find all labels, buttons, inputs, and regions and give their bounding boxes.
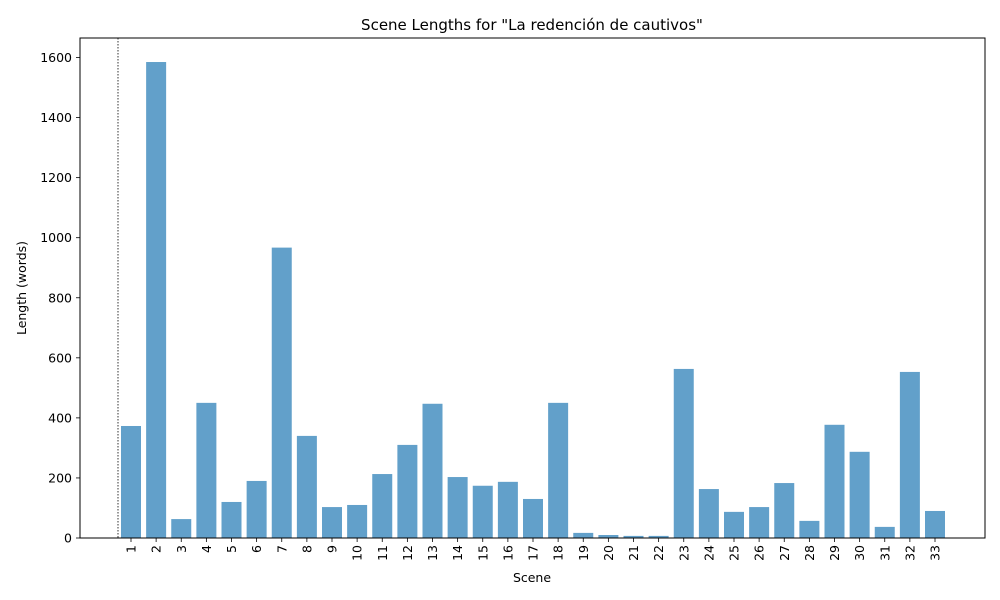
bars-group [121, 62, 945, 539]
x-tick-label: 25 [727, 545, 742, 561]
x-tick-label: 26 [752, 545, 767, 561]
bar-scene-26 [749, 507, 770, 538]
bar-scene-9 [322, 507, 342, 538]
x-tick-label: 20 [601, 545, 616, 561]
x-tick-label: 6 [249, 545, 264, 553]
bar-scene-1 [121, 425, 141, 538]
plot-frame [79, 37, 986, 539]
x-tick-label: 10 [350, 545, 365, 561]
x-tick-label: 7 [274, 545, 289, 553]
bar-scene-11 [372, 474, 393, 538]
x-tick-label: 14 [450, 545, 465, 561]
bar-scene-28 [799, 520, 820, 538]
bar-scene-29 [824, 424, 845, 538]
bar-scene-31 [874, 526, 895, 538]
bar-scene-7 [271, 247, 292, 539]
bar-scene-32 [899, 371, 920, 538]
y-tick-label: 0 [64, 531, 72, 546]
bar-scene-6 [246, 480, 267, 538]
bar-scene-33 [925, 510, 945, 538]
y-tick-label: 800 [48, 290, 72, 305]
bar-scene-19 [573, 532, 594, 538]
x-axis-label: Scene [513, 570, 551, 585]
y-tick-label: 1600 [40, 50, 72, 65]
bar-scene-24 [698, 489, 719, 538]
x-tick-label: 17 [526, 545, 541, 561]
x-tick-label: 18 [551, 545, 566, 561]
bar-scene-8 [296, 435, 317, 538]
bar-scene-13 [422, 403, 443, 538]
y-ticks-group: 0 200 400 600 800 1000 1200 1400 1600 [40, 50, 80, 546]
x-tick-label: 24 [701, 545, 716, 561]
bar-scene-17 [523, 498, 543, 538]
x-tick-label: 19 [576, 545, 591, 561]
bar-scene-25 [724, 511, 744, 538]
x-tick-label: 1 [124, 545, 139, 553]
x-tick-label: 13 [425, 545, 440, 561]
x-tick-label: 29 [827, 545, 842, 561]
bar-scene-15 [472, 485, 493, 538]
x-tick-label: 5 [224, 545, 239, 553]
y-tick-label: 400 [48, 410, 72, 425]
bar-scene-21 [623, 535, 644, 538]
x-tick-label: 2 [149, 545, 164, 553]
x-tick-label: 3 [174, 545, 189, 553]
y-tick-label: 600 [48, 350, 72, 365]
bar-scene-12 [397, 444, 418, 538]
bar-scene-5 [221, 501, 242, 538]
x-tick-label: 31 [877, 545, 892, 561]
x-tick-label: 12 [400, 545, 415, 561]
x-tick-label: 16 [500, 545, 515, 561]
bar-scene-2 [146, 62, 167, 539]
bar-scene-10 [347, 504, 368, 538]
y-tick-label: 200 [48, 470, 72, 485]
x-tick-label: 23 [676, 545, 691, 561]
x-tick-label: 22 [651, 545, 666, 561]
x-tick-label: 21 [626, 545, 641, 561]
bar-scene-4 [196, 402, 217, 538]
bar-scene-27 [774, 483, 795, 538]
x-tick-label: 4 [199, 545, 214, 553]
bar-scene-14 [447, 477, 468, 538]
y-axis-label: Length (words) [14, 241, 29, 335]
x-tick-label: 27 [777, 545, 792, 561]
chart-title: Scene Lengths for "La redención de cauti… [361, 16, 703, 34]
bar-scene-23 [673, 368, 694, 538]
x-tick-label: 11 [375, 545, 390, 561]
x-tick-label: 15 [475, 545, 490, 561]
x-tick-label: 30 [852, 545, 867, 561]
bar-scene-20 [598, 535, 619, 538]
bar-scene-18 [548, 402, 569, 538]
y-tick-label: 1400 [40, 110, 72, 125]
x-tick-label: 32 [902, 545, 917, 561]
x-tick-label: 28 [802, 545, 817, 561]
bar-scene-22 [648, 535, 669, 538]
x-tick-label: 9 [325, 545, 340, 553]
y-tick-label: 1200 [40, 170, 72, 185]
bar-scene-3 [171, 519, 192, 538]
x-ticks-group: 1 2 3 4 5 6 7 8 9 10 11 12 13 14 15 16 17 18 19 20 21 22 23 24 2… [124, 538, 943, 561]
x-tick-label: 8 [299, 545, 314, 553]
y-tick-label: 1000 [40, 230, 72, 245]
bar-scene-30 [849, 451, 870, 538]
bar-scene-16 [497, 481, 518, 538]
x-tick-label: 33 [928, 545, 943, 561]
